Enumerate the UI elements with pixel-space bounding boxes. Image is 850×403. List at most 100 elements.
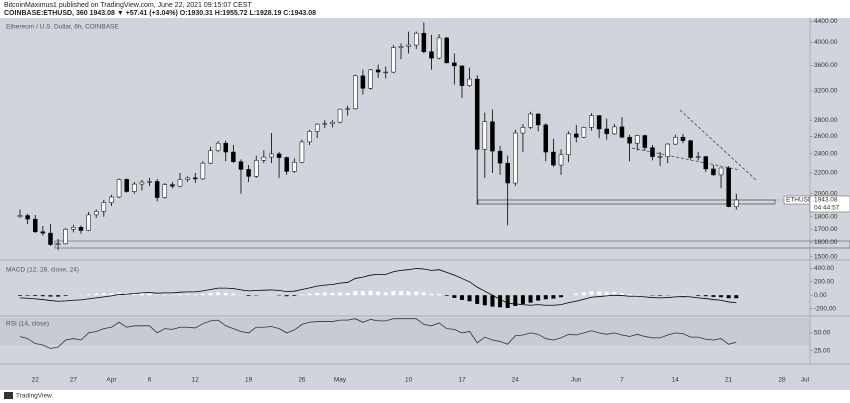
candle-body [231, 151, 236, 162]
candle-body [566, 133, 571, 156]
candle-body [93, 211, 99, 216]
histogram-bar [330, 292, 335, 296]
x-tick-label: 12 [192, 377, 200, 384]
histogram-bar [162, 294, 167, 296]
histogram-bar [726, 295, 731, 299]
histogram-bar [711, 295, 716, 297]
candle-body [413, 32, 419, 46]
x-tick-label: 14 [672, 377, 680, 384]
x-tick-label: 10 [405, 377, 413, 384]
countdown-label: 04:44:57 [814, 205, 840, 212]
x-tick-label: Apr [106, 377, 117, 384]
candle-body [177, 179, 183, 187]
candle-body [269, 153, 274, 158]
symbol-line: COINBASE:ETHUSD, 360 1943.08 ▼ +57.41 (+… [4, 10, 316, 17]
x-tick-label: 21 [725, 377, 733, 384]
candle-body [398, 46, 404, 48]
indicator-line [19, 318, 737, 349]
histogram-bar [559, 295, 564, 298]
histogram-bar [368, 290, 373, 296]
candle-body [581, 127, 587, 138]
candle-body [734, 199, 739, 207]
histogram-bar [56, 295, 61, 297]
histogram-bar [315, 292, 320, 296]
x-tick-label: 22 [32, 377, 40, 384]
candle-body [208, 150, 213, 164]
histogram-bar [475, 295, 480, 304]
histogram-bar [414, 291, 419, 296]
candle-body [497, 150, 503, 164]
candle-body [284, 157, 289, 172]
candle-body [627, 136, 632, 144]
y-tick-label: 200.00 [814, 279, 834, 286]
candle-body [695, 156, 701, 158]
candle-body [589, 115, 594, 128]
footer-brand: TradingView [16, 393, 52, 400]
candle-body [429, 51, 434, 59]
histogram-bar [719, 295, 724, 298]
candle-body [132, 183, 137, 192]
y-tick-label: 0.00 [814, 292, 827, 299]
candle-body [200, 162, 206, 180]
histogram-bar [406, 291, 411, 296]
y-tick-label: 2400.00 [814, 151, 838, 158]
histogram-bar [25, 295, 30, 296]
candle-body [147, 181, 152, 183]
price-label: 1943.08 [814, 197, 838, 204]
y-tick-label: 2000.00 [814, 190, 838, 197]
trend-line [679, 109, 757, 181]
candle-body [375, 69, 381, 73]
candle-body [246, 169, 251, 177]
x-tick-label: May [334, 377, 347, 384]
histogram-bar [109, 292, 114, 296]
histogram-bar [246, 295, 251, 296]
candle-body [642, 135, 648, 148]
candle-body [86, 214, 91, 231]
histogram-bar [490, 295, 495, 307]
histogram-bar [452, 295, 457, 298]
histogram-bar [513, 295, 518, 306]
histogram-bar [696, 295, 701, 296]
candle-body [32, 218, 38, 233]
candle-body [444, 37, 449, 64]
candle-body [368, 69, 373, 89]
y-tick-label: 1700.00 [814, 226, 838, 233]
histogram-bar [604, 291, 609, 296]
candle-body [314, 123, 320, 132]
candle-body [482, 121, 488, 150]
candle-body [345, 108, 350, 110]
brand-logo [4, 392, 13, 399]
histogram-bar [48, 295, 53, 297]
candle-body [238, 161, 244, 170]
histogram-bar [528, 295, 533, 303]
x-tick-label: 24 [512, 377, 520, 384]
histogram-bar [597, 291, 602, 296]
histogram-bar [18, 295, 22, 296]
candle-body [711, 168, 716, 176]
candle-body [162, 184, 168, 198]
histogram-bar [703, 295, 708, 297]
candle-body [551, 151, 556, 166]
histogram-bar [612, 292, 617, 296]
histogram-bar [421, 292, 426, 296]
x-tick-label: 27 [70, 377, 78, 384]
y-tick-label: 2800.00 [814, 117, 838, 124]
candle-body [490, 121, 495, 152]
candle-body [353, 75, 358, 110]
candle-body [467, 78, 472, 86]
candle-body [619, 126, 625, 138]
rsi-band [0, 318, 810, 345]
x-tick-label: Jun [571, 377, 582, 384]
pane-title: MACD (12, 26, close, 24) [6, 267, 79, 274]
candle-body [71, 227, 76, 230]
histogram-bar [619, 293, 624, 296]
histogram-bar [223, 292, 228, 296]
x-tick-label: 28 [778, 377, 786, 384]
histogram-bar [376, 291, 381, 296]
candle-body [406, 44, 411, 47]
histogram-bar [132, 292, 137, 296]
candle-body [680, 136, 686, 141]
histogram-bar [543, 295, 548, 300]
histogram-bar [101, 293, 106, 296]
